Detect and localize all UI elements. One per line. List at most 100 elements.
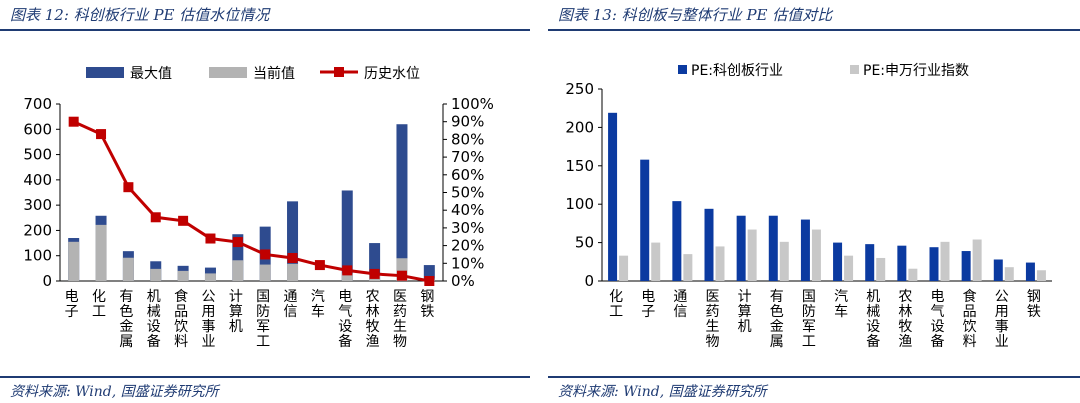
point-level: [178, 215, 189, 226]
bar-current: [122, 257, 134, 281]
right-chart-title: 图表 13: 科创板与整体行业 PE 估值对比: [558, 6, 833, 24]
bar-sw: [619, 255, 629, 281]
point-level: [123, 182, 134, 193]
bar-sw: [747, 229, 757, 281]
bar-current: [95, 224, 107, 281]
y-tick-label: 600: [23, 120, 52, 138]
y2-tick-label: 30%: [451, 219, 484, 237]
x-tick-label: 农林牧渔: [898, 289, 912, 350]
bar-current: [259, 264, 271, 281]
y2-tick-label: 100%: [451, 95, 494, 113]
x-tick-label: 通信: [673, 289, 687, 320]
y-tick-label: 250: [565, 80, 594, 98]
y2-tick-label: 70%: [451, 148, 484, 166]
bar-sw: [651, 242, 661, 281]
x-tick-label: 钢铁: [420, 289, 434, 320]
y-tick-label: 400: [23, 171, 52, 189]
point-level: [260, 249, 271, 260]
bar-star: [672, 201, 682, 281]
bar-sw: [715, 246, 725, 281]
bar-sw: [940, 241, 950, 281]
x-tick-label: 电气设备: [338, 289, 352, 350]
point-level: [232, 237, 243, 248]
bar-star: [897, 245, 907, 281]
bar-max: [232, 234, 244, 281]
bar-max: [396, 124, 408, 281]
x-tick-label: 计算机: [738, 289, 752, 335]
left-chart-title: 图表 12: 科创板行业 PE 估值水位情况: [10, 6, 270, 24]
point-level: [314, 260, 325, 271]
bar-sw: [908, 268, 918, 281]
bar-star: [1025, 262, 1035, 281]
x-tick-label: 医药生物: [706, 289, 720, 350]
y2-tick-label: 0%: [451, 272, 475, 290]
legend-label-sw: PE:申万行业指数: [863, 63, 969, 79]
bar-star: [640, 159, 650, 281]
left-chart-source: 资料来源: Wind, 国盛证券研究所: [10, 384, 219, 400]
x-tick-label: 国防军工: [802, 289, 816, 350]
bar-star: [800, 219, 810, 281]
x-tick-label: 公用事业: [995, 289, 1009, 350]
legend-label-star: PE:科创板行业: [691, 63, 783, 79]
point-level: [205, 233, 216, 244]
y2-tick-label: 40%: [451, 201, 484, 219]
bar-current: [177, 270, 189, 281]
bar-star: [961, 251, 971, 281]
point-level: [287, 252, 298, 263]
x-tick-label: 机械设备: [866, 289, 880, 350]
x-tick-label: 电气设备: [931, 289, 945, 350]
y-tick-label: 50: [575, 234, 594, 252]
right-chart-panel: 图表 13: 科创板与整体行业 PE 估值对比 PE:科创板行业 PE:申万行业指…: [548, 0, 1080, 403]
x-tick-label: 有色金属: [119, 289, 133, 350]
legend-swatch-current: [209, 67, 247, 78]
y2-tick-label: 80%: [451, 130, 484, 148]
x-tick-label: 化工: [609, 289, 623, 320]
right-chart-source: 资料来源: Wind, 国盛证券研究所: [558, 384, 767, 400]
bar-sw: [779, 241, 789, 281]
point-level: [424, 276, 435, 286]
bar-max: [287, 201, 299, 281]
point-level: [396, 270, 407, 281]
x-tick-label: 电子: [641, 289, 655, 320]
y-tick-label: 100: [565, 195, 594, 213]
x-tick-label: 通信: [284, 289, 298, 320]
x-tick-label: 汽车: [834, 289, 848, 320]
x-tick-label: 国防军工: [256, 289, 270, 350]
legend-label-level: 历史水位: [364, 66, 420, 82]
left-title-rule: [0, 29, 530, 31]
legend-swatch-star: [678, 65, 687, 74]
y2-tick-label: 60%: [451, 166, 484, 184]
y2-tick-label: 10%: [451, 254, 484, 272]
y-tick-label: 0: [584, 272, 594, 290]
bar-sw: [1004, 267, 1014, 281]
bar-star: [929, 247, 939, 281]
point-level: [68, 116, 79, 127]
bar-current: [68, 241, 80, 281]
y-tick-label: 150: [565, 157, 594, 175]
bar-star: [993, 259, 1003, 281]
bar-current: [232, 260, 244, 281]
x-tick-label: 食品饮料: [174, 288, 188, 350]
x-tick-label: 电子: [65, 289, 79, 320]
x-tick-label: 汽车: [311, 289, 325, 320]
point-level: [150, 212, 161, 223]
bar-sw: [876, 257, 886, 281]
bar-current: [150, 268, 162, 281]
x-tick-label: 医药生物: [393, 289, 407, 350]
bar-current: [341, 273, 353, 281]
y2-tick-label: 20%: [451, 237, 484, 255]
bar-star: [608, 112, 618, 281]
point-level: [369, 268, 380, 279]
y2-tick-label: 90%: [451, 113, 484, 131]
bar-sw: [683, 254, 693, 281]
y-tick-label: 700: [23, 95, 52, 113]
x-tick-label: 有色金属: [770, 289, 784, 350]
left-chart-svg: 最大值 当前值 历史水位 0 100 200 300 400 500 600 700 0%10%20%…: [23, 65, 494, 350]
x-tick-label: 食品饮料: [963, 288, 977, 350]
bar-max: [341, 190, 353, 281]
bar-sw: [811, 229, 821, 281]
x-tick-label: 化工: [92, 289, 106, 320]
x-tick-label: 农林牧渔: [366, 289, 380, 350]
legend-label-max: 最大值: [130, 66, 172, 82]
y-tick-label: 200: [565, 118, 594, 136]
